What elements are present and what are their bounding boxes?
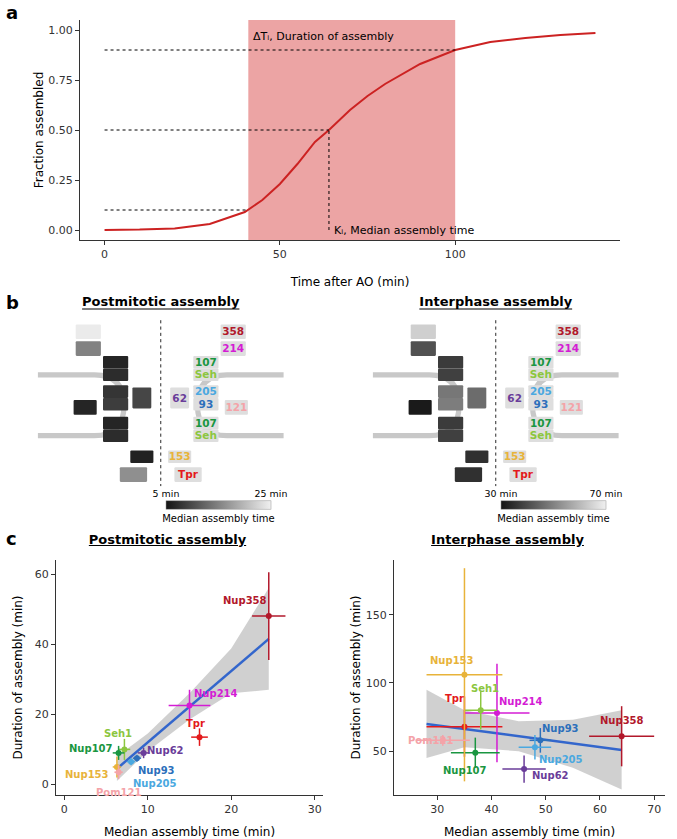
svg-text:107: 107	[530, 356, 552, 368]
svg-text:Median assembly time: Median assembly time	[162, 513, 274, 524]
svg-text:93: 93	[199, 398, 214, 410]
svg-text:Nup62: Nup62	[532, 770, 569, 781]
svg-text:40: 40	[35, 638, 49, 651]
svg-text:62: 62	[172, 392, 187, 404]
svg-text:5 min: 5 min	[153, 488, 180, 499]
svg-text:358: 358	[557, 325, 579, 337]
svg-text:Interphase assembly: Interphase assembly	[419, 294, 572, 309]
svg-text:358: 358	[222, 325, 244, 337]
svg-text:100: 100	[445, 248, 466, 261]
svg-text:Pom121: Pom121	[408, 735, 454, 746]
svg-text:100: 100	[366, 677, 387, 690]
svg-text:0.50: 0.50	[48, 124, 73, 137]
svg-text:40: 40	[485, 803, 499, 816]
svg-text:Nup214: Nup214	[194, 688, 238, 699]
svg-text:50: 50	[273, 248, 287, 261]
svg-text:Nup93: Nup93	[542, 723, 579, 734]
svg-text:Nup153: Nup153	[430, 655, 474, 666]
svg-text:70 min: 70 min	[590, 488, 623, 499]
svg-text:10: 10	[141, 803, 155, 816]
svg-text:Time after AO (min): Time after AO (min)	[290, 275, 410, 289]
svg-text:Postmitotic assembly: Postmitotic assembly	[82, 294, 240, 309]
svg-text:Tpr: Tpr	[186, 718, 205, 729]
svg-text:Duration of assembly (min): Duration of assembly (min)	[11, 595, 25, 759]
svg-text:Kᵢ, Median assembly time: Kᵢ, Median assembly time	[334, 224, 474, 237]
svg-text:Seh1: Seh1	[471, 683, 499, 694]
svg-text:153: 153	[504, 450, 526, 462]
svg-text:50: 50	[539, 803, 553, 816]
svg-text:Nup153: Nup153	[65, 769, 109, 780]
svg-text:Seh1: Seh1	[104, 728, 132, 739]
svg-text:Duration of assembly (min): Duration of assembly (min)	[349, 595, 363, 759]
svg-text:Nup358: Nup358	[600, 715, 644, 726]
svg-text:Nup205: Nup205	[133, 778, 177, 789]
svg-text:205: 205	[195, 385, 217, 397]
svg-text:Median assembly time: Median assembly time	[497, 513, 609, 524]
svg-text:214: 214	[222, 342, 244, 354]
svg-text:150: 150	[366, 609, 387, 622]
svg-text:107: 107	[195, 417, 217, 429]
svg-text:0: 0	[42, 778, 49, 791]
svg-text:107: 107	[195, 356, 217, 368]
svg-text:60: 60	[35, 568, 49, 581]
svg-text:Nup107: Nup107	[443, 765, 487, 776]
svg-text:Nup93: Nup93	[138, 765, 175, 776]
svg-text:30 min: 30 min	[485, 488, 518, 499]
svg-text:0: 0	[101, 248, 108, 261]
html-text:Postmitotic assembly: Postmitotic assembly	[88, 532, 247, 547]
svg-text:70: 70	[647, 803, 661, 816]
html-text:a: a	[6, 2, 19, 23]
svg-text:121: 121	[225, 401, 247, 413]
svg-text:93: 93	[534, 398, 549, 410]
svg-text:Median assembly time (min): Median assembly time (min)	[444, 825, 615, 839]
svg-text:153: 153	[169, 450, 191, 462]
html-text:b: b	[6, 292, 19, 313]
svg-text:50: 50	[373, 745, 387, 758]
svg-text:Seh: Seh	[195, 429, 217, 441]
svg-text:Nup205: Nup205	[539, 754, 583, 765]
svg-text:Tpr: Tpr	[445, 693, 464, 704]
svg-text:Seh: Seh	[530, 368, 552, 380]
svg-text:Tpr: Tpr	[178, 468, 199, 480]
svg-text:Fraction assembled: Fraction assembled	[32, 72, 46, 189]
svg-text:20: 20	[224, 803, 238, 816]
svg-text:Nup214: Nup214	[499, 696, 543, 707]
svg-text:0.75: 0.75	[48, 74, 73, 87]
svg-text:30: 30	[308, 803, 322, 816]
svg-text:205: 205	[530, 385, 552, 397]
svg-text:Tpr: Tpr	[513, 468, 534, 480]
svg-text:25 min: 25 min	[255, 488, 288, 499]
html-text:c: c	[6, 528, 17, 549]
html-text:Interphase assembly: Interphase assembly	[431, 532, 584, 547]
svg-text:20: 20	[35, 708, 49, 721]
svg-text:1.00: 1.00	[48, 24, 73, 37]
svg-text:Median assembly time (min): Median assembly time (min)	[104, 825, 275, 839]
svg-text:0.00: 0.00	[48, 224, 73, 237]
svg-text:62: 62	[507, 392, 522, 404]
svg-text:Pom121: Pom121	[96, 787, 142, 798]
svg-text:Nup107: Nup107	[69, 743, 113, 754]
svg-text:121: 121	[560, 401, 582, 413]
svg-text:0: 0	[61, 803, 68, 816]
svg-text:0.25: 0.25	[48, 174, 73, 187]
svg-text:ΔTᵢ, Duration of assembly: ΔTᵢ, Duration of assembly	[253, 30, 394, 43]
svg-text:Nup358: Nup358	[223, 595, 267, 606]
svg-text:107: 107	[530, 417, 552, 429]
svg-text:Seh: Seh	[195, 368, 217, 380]
svg-text:60: 60	[593, 803, 607, 816]
svg-text:214: 214	[557, 342, 579, 354]
svg-text:Seh: Seh	[530, 429, 552, 441]
svg-text:30: 30	[430, 803, 444, 816]
svg-text:Nup62: Nup62	[147, 745, 184, 756]
